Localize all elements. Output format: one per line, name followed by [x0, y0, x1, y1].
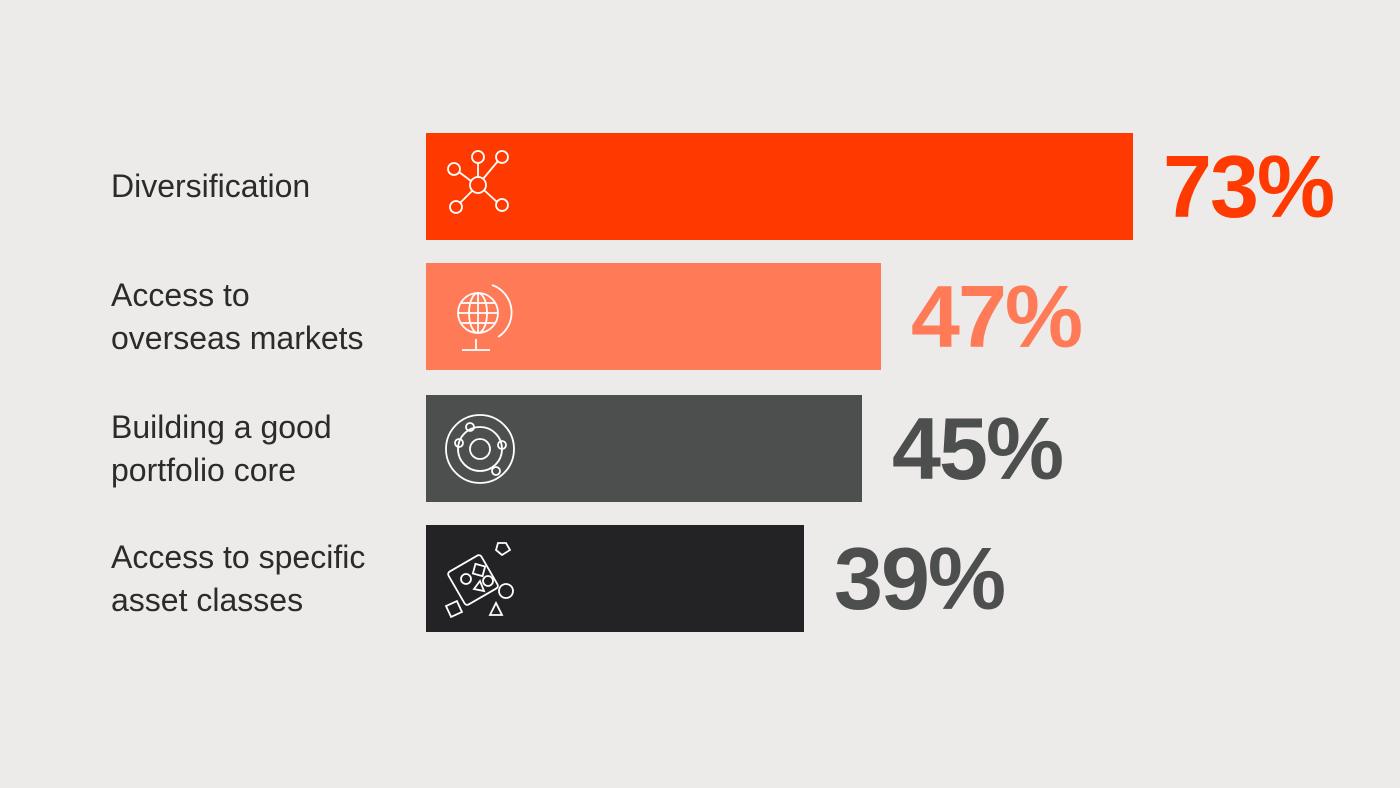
category-label-line: Access to — [111, 276, 250, 313]
shapes-icon — [440, 539, 520, 619]
value-label: 73% — [1163, 136, 1335, 236]
category-label-line: Access to specific — [111, 538, 366, 575]
category-label-line: Diversification — [111, 168, 311, 204]
category-label-line: Building a good — [111, 408, 332, 445]
category-label: Access to specific asset classes — [111, 525, 421, 632]
category-label: Access to overseas markets — [111, 263, 421, 370]
value-label: 39% — [834, 528, 1006, 628]
bar — [426, 525, 804, 632]
globe-icon — [440, 277, 520, 357]
value-label: 47% — [911, 266, 1083, 366]
category-label-line: portfolio core — [111, 451, 296, 488]
category-label-line: overseas markets — [111, 319, 364, 356]
category-label: Diversification — [111, 133, 421, 240]
bar — [426, 133, 1133, 240]
bar — [426, 395, 862, 502]
network-icon — [440, 147, 520, 227]
orbit-icon — [440, 409, 520, 489]
value-label: 45% — [892, 398, 1064, 498]
category-label: Building a good portfolio core — [111, 395, 421, 502]
bar — [426, 263, 881, 370]
category-label-line: asset classes — [111, 581, 304, 618]
